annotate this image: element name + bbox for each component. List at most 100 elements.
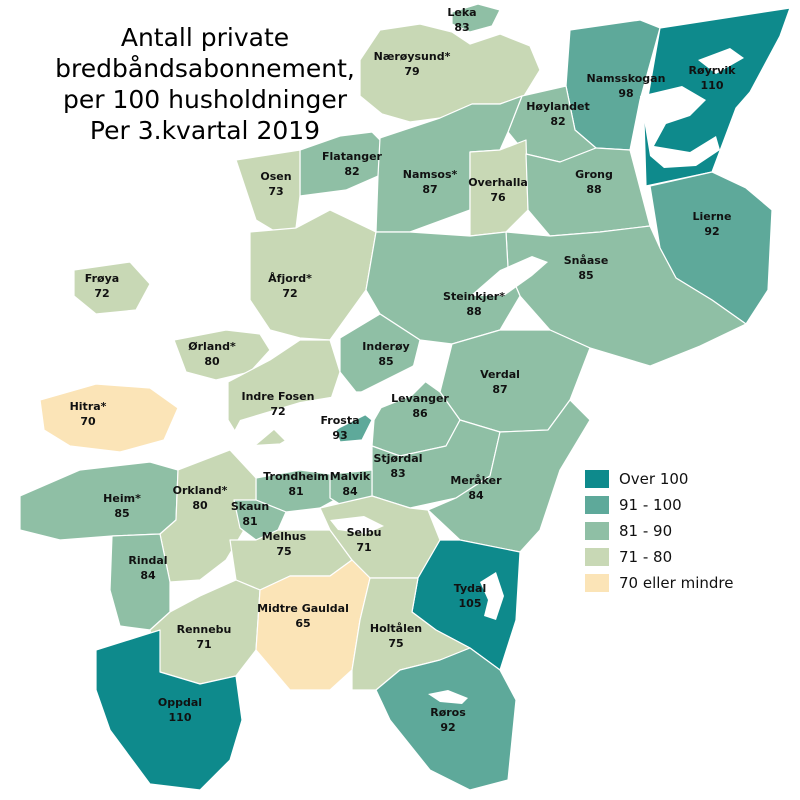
municipality-value: 92 xyxy=(704,225,719,238)
municipality-name: Frøya xyxy=(85,272,119,285)
label-rindal: Rindal 84 xyxy=(128,554,167,582)
legend-item: 91 - 100 xyxy=(585,492,733,518)
municipality-value: 98 xyxy=(618,87,633,100)
municipality-value: 80 xyxy=(204,355,220,368)
label-orkland: Orkland* 80 xyxy=(173,484,228,512)
region-leka xyxy=(451,3,501,33)
label-melhus: Melhus 75 xyxy=(262,530,307,558)
label-heim: Heim* 85 xyxy=(103,492,141,520)
municipality-name: Åfjord* xyxy=(268,272,312,285)
legend-swatch xyxy=(585,522,609,540)
municipality-name: Hitra* xyxy=(70,400,107,413)
municipality-value: 83 xyxy=(390,467,405,480)
municipality-name: Namsos* xyxy=(403,168,458,181)
map-lakes xyxy=(226,48,744,704)
legend-label: Over 100 xyxy=(619,470,689,488)
label-skaun: Skaun 81 xyxy=(231,500,269,528)
municipality-value: 75 xyxy=(276,545,291,558)
label-orland: Ørland* 80 xyxy=(188,340,236,368)
municipality-value: 71 xyxy=(356,541,371,554)
region-rindal xyxy=(109,533,171,631)
municipality-value: 84 xyxy=(468,489,484,502)
municipality-name: Snåase xyxy=(564,254,609,267)
municipality-name: Trondheim xyxy=(263,470,329,483)
municipality-name: Røyrvik xyxy=(689,64,737,77)
region-royrvik xyxy=(643,7,791,187)
region-oppdal xyxy=(95,629,243,791)
legend: Over 100 91 - 100 81 - 90 71 - 80 70 ell… xyxy=(585,466,733,596)
label-hoylandet: Høylandet 82 xyxy=(526,100,590,128)
label-naeroysund: Nærøysund* 79 xyxy=(374,50,451,78)
label-flatanger: Flatanger 82 xyxy=(322,150,383,178)
label-froya: Frøya 72 xyxy=(85,272,119,300)
fjord-lake xyxy=(698,48,744,74)
label-malvik: Malvik 84 xyxy=(330,470,371,498)
legend-item: 81 - 90 xyxy=(585,518,733,544)
map-regions xyxy=(19,3,791,791)
region-froya xyxy=(73,261,151,315)
municipality-value: 82 xyxy=(344,165,359,178)
municipality-value: 75 xyxy=(388,637,403,650)
municipality-name: Skaun xyxy=(231,500,269,513)
municipality-name: Nærøysund* xyxy=(374,50,451,63)
municipality-name: Malvik xyxy=(330,470,371,483)
fjord-lake xyxy=(330,516,384,534)
label-stjordal: Stjørdal 83 xyxy=(373,452,422,480)
municipality-value: 71 xyxy=(196,638,211,651)
municipality-name: Røros xyxy=(430,706,466,719)
legend-swatch xyxy=(585,496,609,514)
municipality-value: 82 xyxy=(550,115,565,128)
label-namsos: Namsos* 87 xyxy=(403,168,458,196)
label-steinkjer: Steinkjer* 88 xyxy=(443,290,505,318)
municipality-value: 92 xyxy=(440,721,455,734)
region-roros xyxy=(375,647,517,791)
label-afjord: Åfjord* 72 xyxy=(268,272,312,300)
municipality-value: 80 xyxy=(192,499,208,512)
region-heim xyxy=(19,461,179,541)
region-meraker xyxy=(427,399,591,553)
municipality-name: Stjørdal xyxy=(373,452,422,465)
municipality-value: 87 xyxy=(492,383,507,396)
legend-swatch xyxy=(585,470,609,488)
fjord-lake xyxy=(428,690,468,704)
municipality-value: 76 xyxy=(490,191,506,204)
legend-swatch xyxy=(585,548,609,566)
municipality-name: Rennebu xyxy=(177,623,232,636)
label-namsskogan: Namsskogan 98 xyxy=(587,72,666,100)
region-snaase xyxy=(505,225,747,367)
municipality-name: Osen xyxy=(260,170,291,183)
label-overhalla: Overhalla 76 xyxy=(468,176,528,204)
label-hitra: Hitra* 70 xyxy=(70,400,107,428)
municipality-value: 84 xyxy=(140,569,156,582)
municipality-name: Levanger xyxy=(391,392,449,405)
municipality-name: Oppdal xyxy=(158,696,202,709)
label-osen: Osen 73 xyxy=(260,170,291,198)
label-rennebu: Rennebu 71 xyxy=(177,623,232,651)
legend-label: 71 - 80 xyxy=(619,548,673,566)
municipality-value: 65 xyxy=(295,617,310,630)
label-royrvik: Røyrvik 110 xyxy=(689,64,737,92)
region-hitra xyxy=(39,383,179,453)
municipality-name: Indre Fosen xyxy=(242,390,315,403)
legend-label: 91 - 100 xyxy=(619,496,682,514)
label-indre-fosen: Indre Fosen 72 xyxy=(242,390,315,418)
label-oppdal: Oppdal 110 xyxy=(158,696,202,724)
region-orland xyxy=(173,329,271,381)
label-trondheim: Trondheim 81 xyxy=(263,470,329,498)
title-line: per 100 husholdninger xyxy=(63,85,347,114)
fjord-lake xyxy=(480,572,504,620)
municipality-value: 70 xyxy=(80,415,96,428)
municipality-name: Flatanger xyxy=(322,150,383,163)
municipality-value: 87 xyxy=(422,183,437,196)
municipality-name: Melhus xyxy=(262,530,307,543)
municipality-value: 105 xyxy=(459,597,482,610)
title-line: bredbåndsabonnement, xyxy=(55,54,355,83)
title-line: Antall private xyxy=(120,23,290,52)
municipality-value: 110 xyxy=(701,79,724,92)
municipality-value: 84 xyxy=(342,485,358,498)
fjord-lake xyxy=(470,256,548,296)
title-line: Per 3.kvartal 2019 xyxy=(89,116,321,145)
municipality-name: Grong xyxy=(575,168,613,181)
label-meraker: Meråker 84 xyxy=(450,474,502,502)
